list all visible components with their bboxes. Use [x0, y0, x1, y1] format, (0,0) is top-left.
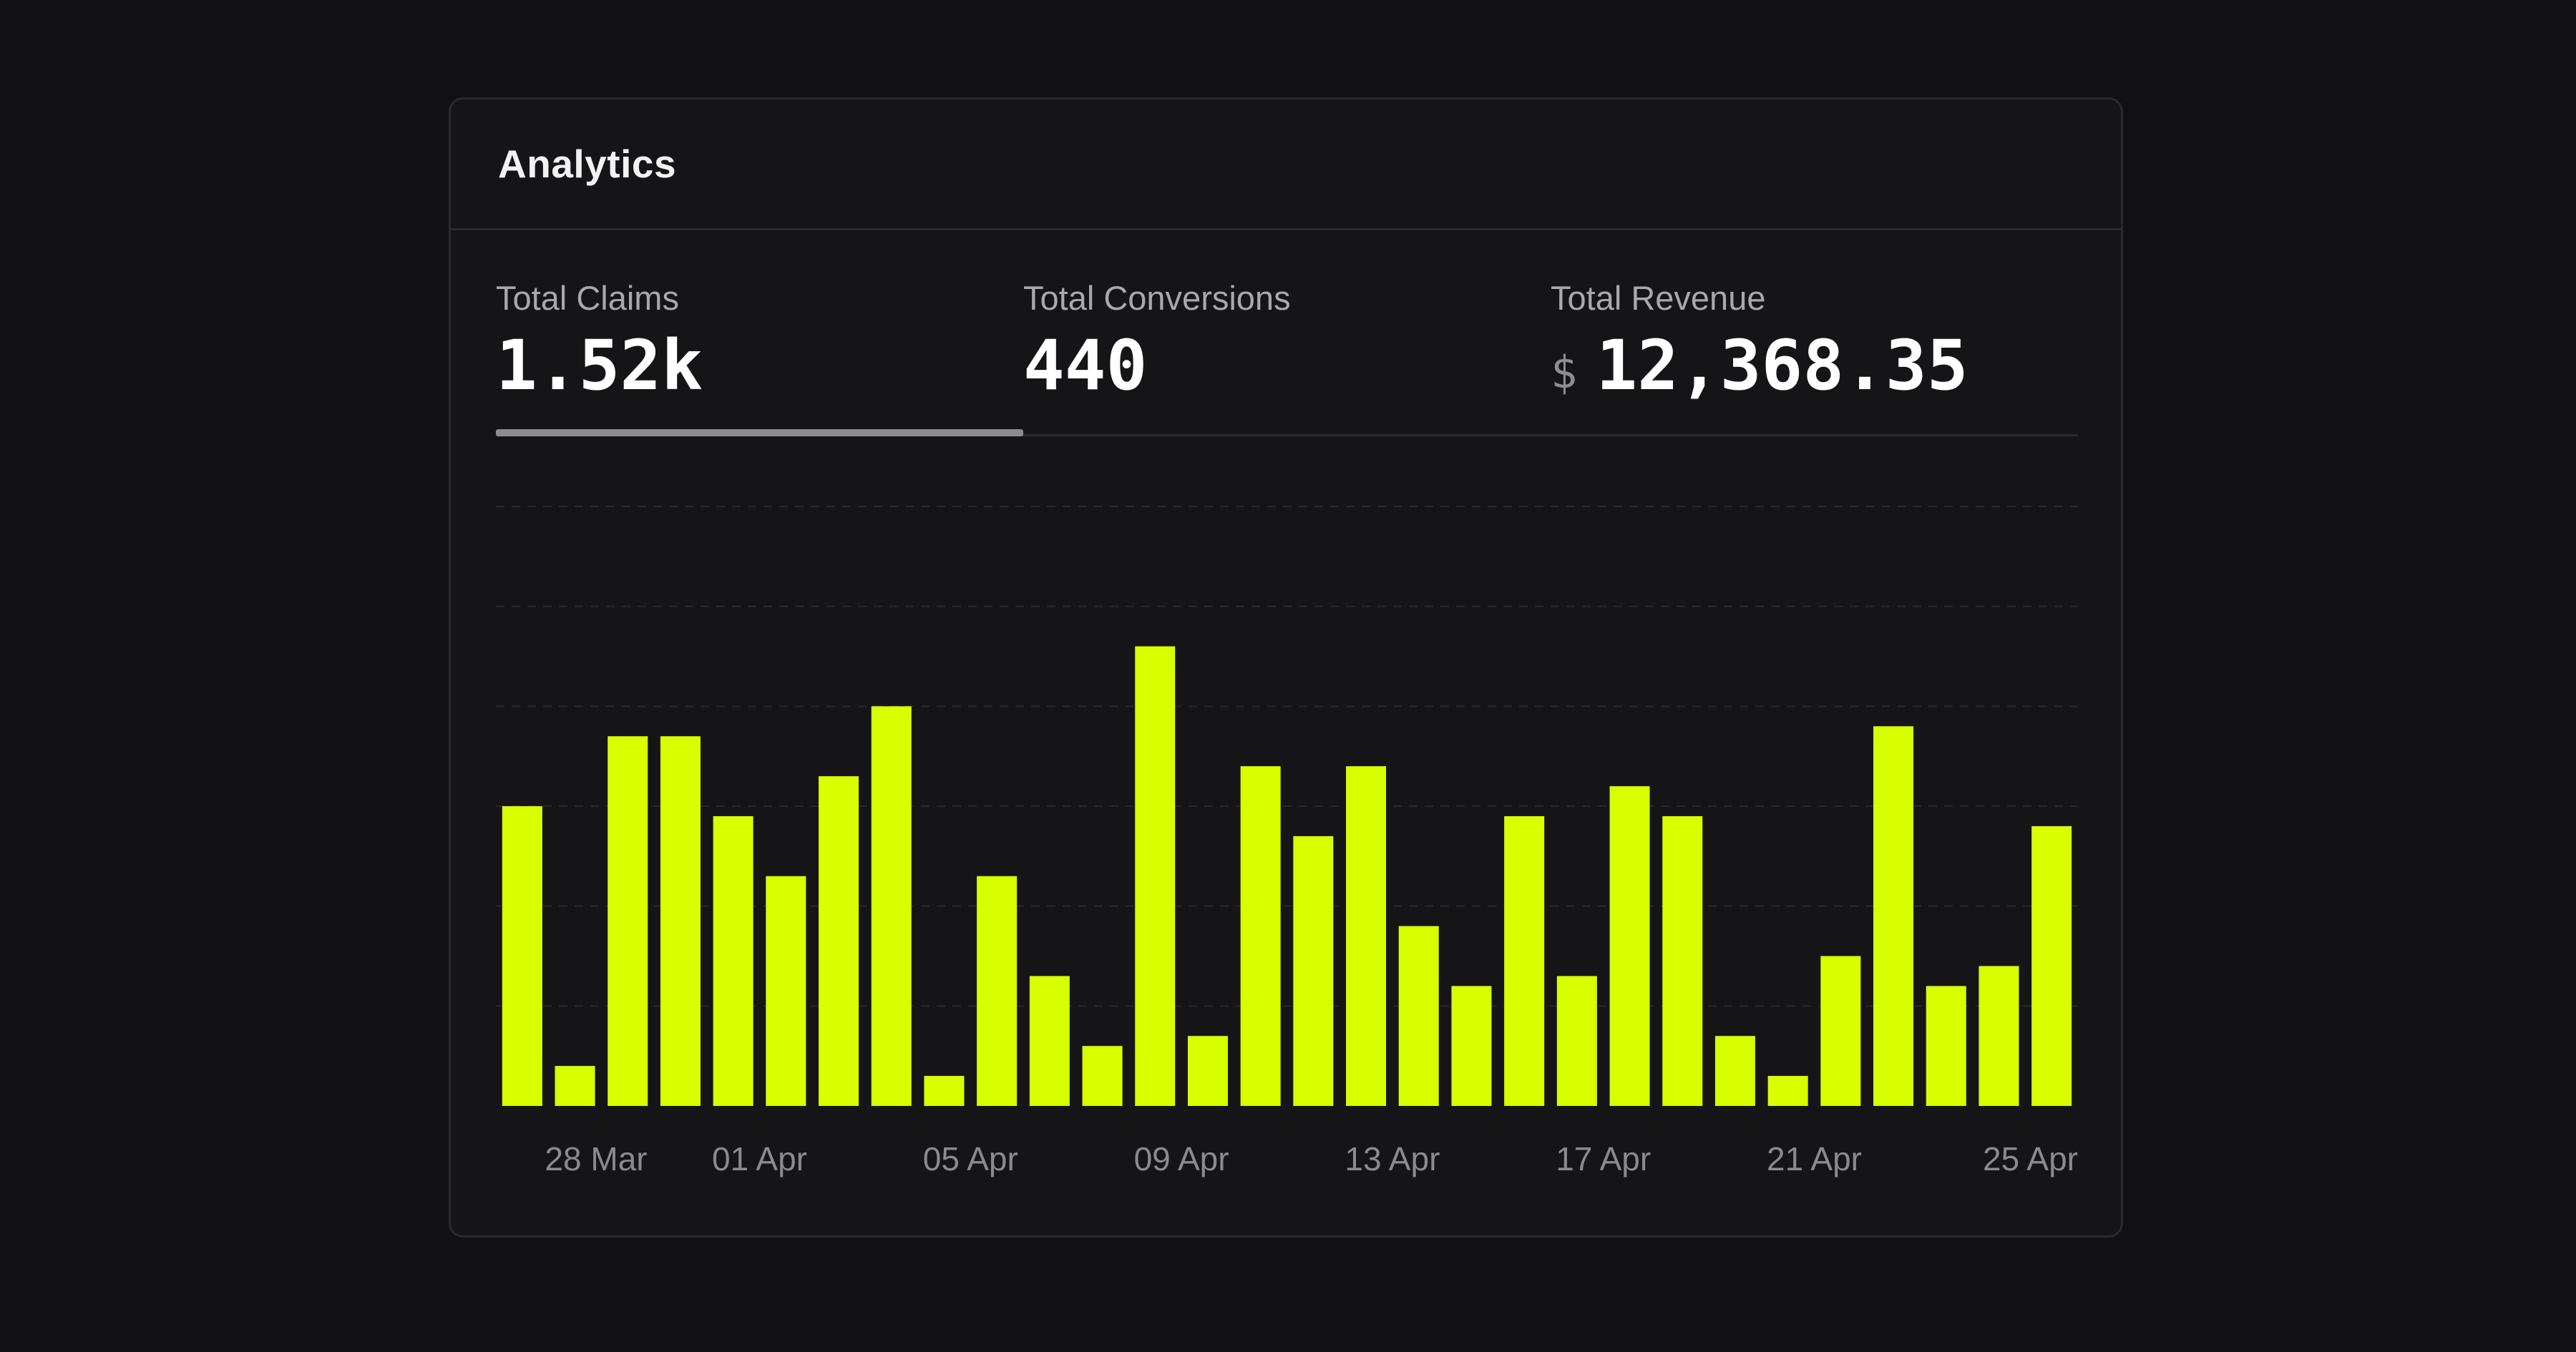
bar[interactable] [1187, 1036, 1228, 1106]
x-tick-label: 01 Apr [712, 1140, 807, 1177]
bar[interactable] [1398, 926, 1439, 1106]
x-tick-label: 13 Apr [1345, 1140, 1440, 1177]
bar[interactable] [1556, 976, 1597, 1106]
stat-number: 12,368.35 [1596, 325, 1968, 406]
bar[interactable] [1346, 766, 1387, 1106]
x-tick-label: 05 Apr [923, 1140, 1018, 1177]
bar[interactable] [1609, 786, 1650, 1106]
stat-number: 1.52k [496, 325, 703, 406]
stat-label: Total Revenue [1551, 279, 1766, 317]
stats-divider [496, 434, 2078, 436]
bar[interactable] [1767, 1076, 1808, 1106]
x-tick-label: 28 Mar [545, 1140, 647, 1177]
bar[interactable] [1979, 966, 2019, 1106]
bars [502, 646, 2072, 1107]
bar[interactable] [608, 736, 648, 1106]
bar[interactable] [555, 1066, 595, 1106]
stat-value: 440 [1023, 331, 1147, 400]
bar[interactable] [871, 706, 912, 1106]
stat-total-claims[interactable]: Total Claims 1.52k [496, 228, 1023, 534]
bar[interactable] [1240, 766, 1281, 1106]
x-tick-label: 17 Apr [1556, 1140, 1651, 1177]
bar[interactable] [1082, 1046, 1123, 1106]
bar[interactable] [1293, 836, 1334, 1106]
bar[interactable] [1714, 1036, 1755, 1106]
bar[interactable] [1873, 726, 1914, 1106]
bar[interactable] [924, 1076, 965, 1106]
stat-label: Total Claims [496, 279, 679, 317]
bar[interactable] [1504, 815, 1545, 1106]
bar[interactable] [1820, 956, 1861, 1107]
bar[interactable] [977, 876, 1018, 1106]
bar[interactable] [819, 776, 859, 1106]
stat-total-revenue[interactable]: Total Revenue $12,368.35 [1551, 228, 2078, 534]
stat-label: Total Conversions [1023, 279, 1291, 317]
bar[interactable] [660, 736, 701, 1106]
x-tick-label: 25 Apr [1983, 1140, 2078, 1177]
gridlines [496, 506, 2078, 1007]
stat-value: $12,368.35 [1551, 331, 1968, 400]
bar[interactable] [502, 806, 542, 1106]
bar[interactable] [1926, 986, 1966, 1106]
stat-number: 440 [1023, 325, 1148, 406]
x-tick-label: 09 Apr [1134, 1140, 1229, 1177]
bar[interactable] [1451, 986, 1492, 1106]
bar[interactable] [2031, 826, 2072, 1106]
bar[interactable] [1135, 646, 1176, 1106]
stat-value: 1.52k [496, 331, 703, 400]
x-tick-label: 21 Apr [1767, 1140, 1862, 1177]
card-header: Analytics [451, 99, 2121, 230]
x-axis-ticks: 28 Mar 01 Apr 05 Apr 09 Apr 13 Apr 17 Apr 21 A… [545, 1140, 2078, 1177]
bar[interactable] [713, 815, 753, 1106]
selected-stat-indicator [496, 429, 1023, 436]
bar[interactable] [1662, 815, 1703, 1106]
currency-symbol: $ [1551, 346, 1578, 398]
bar[interactable] [1029, 976, 1070, 1106]
card-title: Analytics [498, 142, 677, 186]
stat-total-conversions[interactable]: Total Conversions 440 [1023, 228, 1551, 534]
stats-tabs: Total Claims 1.52k Total Conversions 440… [496, 228, 2078, 534]
bar[interactable] [766, 876, 806, 1106]
